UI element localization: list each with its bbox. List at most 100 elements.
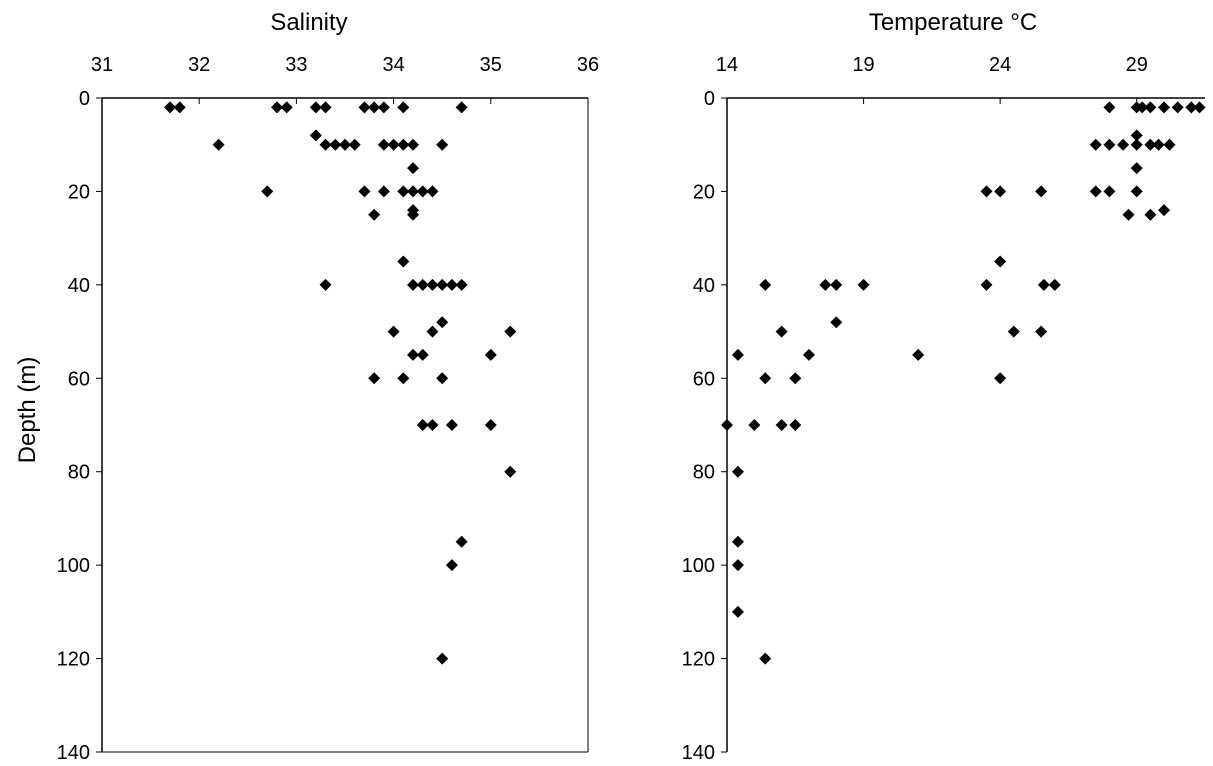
salinity-data-point bbox=[416, 278, 429, 291]
salinity-data-point bbox=[164, 101, 177, 114]
salinity-data-point bbox=[397, 101, 410, 114]
salinity-title: Salinity bbox=[270, 9, 347, 36]
temperature-data-point bbox=[775, 419, 788, 431]
temperature-data-point bbox=[1130, 138, 1143, 151]
salinity-data-point bbox=[358, 101, 371, 114]
salinity-data-point bbox=[426, 185, 439, 198]
temperature-data-point bbox=[1035, 185, 1048, 198]
temperature-panel: Temperature °C 14 19 24 29 0 20 40 60 80 100 120 14… bbox=[682, 9, 1206, 764]
salinity-data-point bbox=[407, 185, 420, 198]
salinity-y-tick-label: 120 bbox=[57, 649, 90, 671]
salinity-y-tick-label: 100 bbox=[57, 555, 90, 577]
salinity-data-point bbox=[416, 419, 429, 431]
salinity-data-point bbox=[436, 652, 449, 665]
salinity-data-point bbox=[407, 348, 420, 361]
salinity-panel: Salinity 31 32 33 34 35 36 0 20 40 60 80 100 120 140 bbox=[57, 9, 600, 764]
salinity-data-point bbox=[397, 372, 410, 385]
salinity-data-point bbox=[504, 325, 517, 338]
salinity-data-point bbox=[261, 185, 274, 198]
salinity-data-point bbox=[455, 535, 468, 548]
salinity-data-point bbox=[329, 138, 342, 151]
salinity-data-point bbox=[358, 185, 371, 198]
salinity-data-point bbox=[309, 101, 322, 114]
temperature-data-point bbox=[1103, 185, 1116, 198]
salinity-data-point bbox=[504, 465, 517, 478]
salinity-data-point bbox=[455, 101, 468, 114]
temperature-data-point bbox=[1122, 208, 1135, 221]
temperature-data-point bbox=[748, 419, 761, 431]
temperature-data-point bbox=[731, 605, 744, 618]
temperature-data-point bbox=[980, 185, 993, 198]
salinity-data-point bbox=[436, 372, 449, 385]
salinity-data-point bbox=[407, 208, 420, 221]
salinity-data-point bbox=[319, 101, 332, 114]
temperature-data-point bbox=[994, 372, 1007, 385]
salinity-data-point bbox=[416, 185, 429, 198]
temperature-data-point bbox=[789, 419, 802, 431]
salinity-data-point bbox=[377, 185, 390, 198]
salinity-data-point bbox=[407, 278, 420, 291]
depth-axis-label: Depth (m) bbox=[14, 357, 41, 464]
temperature-data-point bbox=[1130, 185, 1143, 198]
salinity-data-point bbox=[387, 138, 400, 151]
temperature-y-tick-label: 0 bbox=[704, 88, 715, 110]
temperature-data-point bbox=[731, 348, 744, 361]
salinity-data-point bbox=[407, 162, 420, 175]
temperature-data-point bbox=[1130, 129, 1143, 142]
salinity-data-point bbox=[280, 101, 293, 114]
salinity-data-point bbox=[368, 208, 381, 221]
temperature-data-point bbox=[1158, 101, 1171, 114]
salinity-data-point bbox=[416, 348, 429, 361]
salinity-x-tick-label: 32 bbox=[188, 54, 210, 76]
temperature-data-point bbox=[759, 372, 772, 385]
temperature-data-point bbox=[759, 652, 772, 665]
salinity-data-point bbox=[173, 101, 186, 114]
salinity-data-point bbox=[339, 138, 351, 151]
temperature-data-point bbox=[1007, 325, 1020, 338]
temperature-y-tick-label: 140 bbox=[682, 742, 715, 764]
temperature-data-point bbox=[830, 278, 843, 291]
temperature-data-point bbox=[1193, 101, 1206, 114]
temperature-data-point bbox=[1035, 325, 1048, 338]
temperature-data-point bbox=[775, 325, 788, 338]
temperature-data-point bbox=[1103, 138, 1116, 151]
salinity-x-tick-label: 34 bbox=[382, 54, 404, 76]
salinity-y-tick-label: 60 bbox=[68, 368, 90, 390]
temperature-data-point bbox=[1185, 101, 1198, 114]
salinity-data-point bbox=[368, 101, 381, 114]
salinity-data-point bbox=[484, 419, 497, 431]
salinity-y-tick-label: 20 bbox=[68, 181, 90, 203]
salinity-data-point bbox=[309, 129, 322, 142]
temperature-x-tick-label: 29 bbox=[1126, 54, 1148, 76]
salinity-data-point bbox=[212, 138, 225, 151]
temperature-data-point bbox=[1103, 101, 1116, 114]
temperature-x-tick-label: 14 bbox=[716, 54, 738, 76]
salinity-data-point bbox=[319, 138, 332, 151]
salinity-y-tick-label: 80 bbox=[68, 462, 90, 484]
salinity-data-point bbox=[436, 138, 449, 151]
temperature-x-tick-label: 19 bbox=[852, 54, 874, 76]
temperature-data-point bbox=[1048, 278, 1061, 291]
salinity-y-tick-label: 140 bbox=[57, 742, 90, 764]
salinity-data-point bbox=[484, 348, 497, 361]
temperature-y-tick-label: 80 bbox=[693, 462, 715, 484]
temperature-y-tick-label: 120 bbox=[682, 649, 715, 671]
salinity-data-point bbox=[426, 325, 439, 338]
temperature-data-point bbox=[721, 419, 733, 431]
temperature-data-point bbox=[1152, 138, 1165, 151]
salinity-data-point bbox=[397, 185, 410, 198]
temperature-data-point bbox=[1158, 204, 1171, 217]
temperature-data-point bbox=[802, 348, 815, 361]
salinity-data-point bbox=[368, 372, 381, 385]
salinity-data-point bbox=[407, 138, 420, 151]
temperature-y-tick-label: 100 bbox=[682, 555, 715, 577]
temperature-data-point bbox=[994, 185, 1007, 198]
temperature-data-point bbox=[1130, 162, 1143, 175]
temperature-data-point bbox=[1163, 138, 1176, 151]
salinity-data-point bbox=[377, 101, 390, 114]
temperature-data-point bbox=[830, 316, 843, 329]
salinity-data-point bbox=[445, 419, 458, 431]
temperature-data-point bbox=[731, 465, 744, 478]
temperature-data-point bbox=[789, 372, 802, 385]
temperature-y-tick-label: 20 bbox=[693, 181, 715, 203]
